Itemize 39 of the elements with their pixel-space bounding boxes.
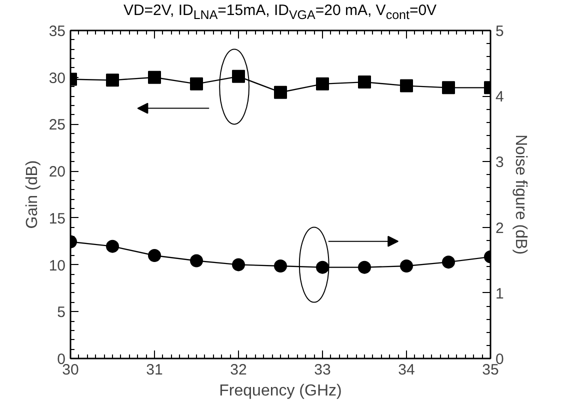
point: [232, 70, 245, 83]
x-tick-label: 31: [146, 362, 163, 378]
x-axis-title: Frequency (GHz): [219, 382, 342, 400]
point: [400, 260, 413, 272]
y-tick-label: 25: [48, 116, 66, 134]
y-axis-title: Gain (dB): [24, 160, 41, 229]
y2-axis-title: Noise figure (dB): [512, 134, 529, 255]
y-tick-label: 15: [48, 210, 66, 228]
y2-tick-label: 4: [496, 88, 504, 106]
point: [232, 258, 245, 272]
point: [148, 249, 161, 262]
point: [106, 240, 119, 253]
point: [106, 74, 119, 87]
point: [190, 77, 203, 90]
x-tick-label: 32: [230, 362, 247, 378]
y2-tick-label: 1: [496, 285, 504, 302]
point: [316, 77, 329, 90]
x-tick-label: 33: [314, 362, 331, 378]
y-tick-label: 30: [48, 70, 66, 87]
y2-tick-label: 3: [496, 154, 504, 172]
y2-tick-label: 2: [496, 220, 504, 237]
point: [274, 86, 287, 99]
y2-tick-label: 5: [496, 23, 504, 40]
point: [442, 81, 455, 94]
point: [148, 70, 161, 84]
y2-tick-label: 0: [496, 351, 504, 368]
point: [190, 254, 203, 268]
point: [442, 256, 455, 269]
chart-title: VD=2V, ID$_{LNA}$=15mA, ID$_{VGA}$=20 mA, V$_{cont}$=0V: [122, 1, 438, 24]
point: [274, 260, 287, 272]
point: [316, 260, 329, 274]
point: [358, 260, 371, 274]
point: [400, 79, 413, 92]
y-tick-label: 35: [48, 23, 66, 40]
y-tick-label: 20: [48, 164, 66, 181]
x-tick-label: 34: [398, 362, 415, 378]
point: [358, 76, 371, 89]
y-tick-label: 10: [48, 257, 66, 274]
y-tick-label: 5: [57, 304, 66, 322]
